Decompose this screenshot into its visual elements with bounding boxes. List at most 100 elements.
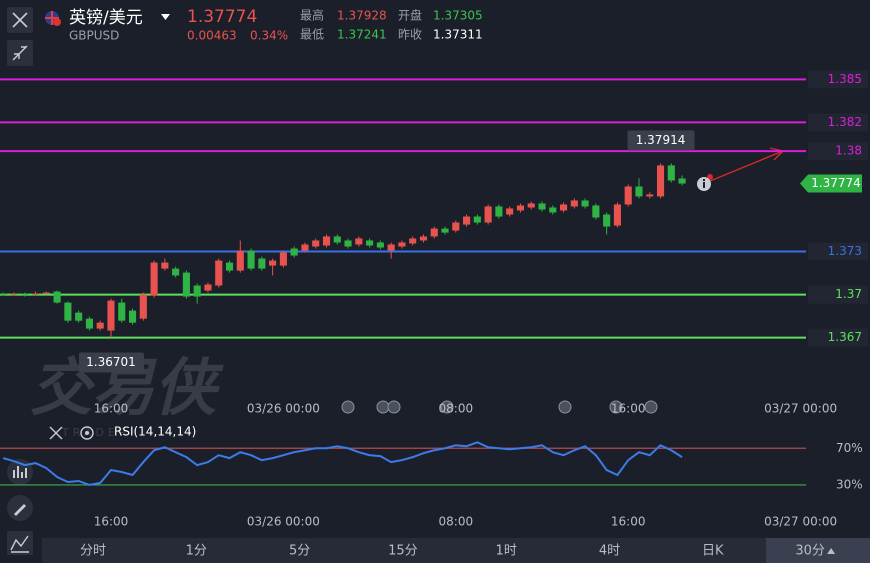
timeframe-tab[interactable]: 日K (702, 544, 724, 559)
stat-label: 最高 (300, 8, 324, 23)
max-label: 1.37914 (636, 133, 686, 147)
y-tick-label: 30% (836, 477, 863, 491)
candle-body (463, 216, 471, 225)
close-button[interactable] (7, 7, 33, 33)
timeframe-bar (42, 538, 870, 563)
indicator-title: RSI(14,14,14) (114, 425, 196, 439)
candle-body (549, 207, 557, 213)
candle-body (269, 260, 277, 266)
x-tick-label: 03/27 00:00 (764, 402, 837, 416)
timeframe-selected (766, 538, 870, 563)
arrow-anchor[interactable] (707, 174, 713, 180)
timeframe-tab[interactable]: 4时 (599, 544, 620, 559)
candle-body (193, 285, 201, 297)
pair-symbol: GBPUSD (69, 29, 119, 43)
candle-body (570, 200, 578, 207)
candle-body (430, 228, 438, 237)
candle-body (301, 244, 309, 251)
candle-body (366, 240, 374, 246)
candle-body (96, 322, 104, 329)
candle-body (312, 240, 320, 247)
timeframe-caret[interactable] (827, 548, 836, 554)
min-label-box (78, 352, 144, 373)
header-change: 0.00463 (187, 29, 237, 43)
candle-body (624, 186, 632, 205)
candle-body (258, 258, 266, 269)
timeframe-tab[interactable]: 15分 (388, 544, 418, 559)
pair-name[interactable]: 英镑/美元 (69, 8, 143, 28)
candle-body (387, 244, 395, 251)
candle-body (646, 194, 654, 197)
candle-body (225, 262, 234, 271)
candle-body (592, 205, 600, 218)
x-tick-label: 16:00 (611, 402, 646, 416)
candle-body (10, 293, 18, 295)
candle-body (506, 208, 514, 215)
x-tick-label: 03/26 00:00 (247, 402, 320, 416)
x-tick-label: 03/26 00:00 (247, 515, 320, 529)
candle-body (441, 228, 449, 233)
candle-body (75, 312, 83, 321)
stat-label: 昨收 (398, 28, 422, 42)
news-markers[interactable] (341, 400, 658, 414)
flag-icon (45, 11, 61, 26)
level-label: 1.373 (828, 244, 862, 258)
x-tick-label: 16:00 (94, 515, 129, 529)
chart-tool[interactable] (7, 531, 33, 555)
candle-body (42, 292, 50, 294)
candle-body (516, 205, 525, 211)
draw-tool[interactable] (7, 495, 33, 521)
timeframe-tab[interactable]: 分时 (80, 544, 106, 559)
candle-body (107, 300, 115, 331)
level-label: 1.367 (828, 330, 862, 344)
level-label-box (808, 285, 868, 304)
level-label: 1.382 (828, 115, 862, 129)
candle-body (204, 284, 212, 291)
candle-body (376, 242, 384, 248)
last-price-label: 1.37774 (811, 176, 861, 190)
candle-body (139, 294, 147, 319)
candle-body (32, 293, 40, 295)
level-label-box (808, 113, 868, 132)
candle-body (678, 178, 686, 184)
header-change-pct: 0.34% (250, 29, 288, 43)
candle-body (150, 262, 158, 296)
timeframe-tab[interactable]: 5分 (289, 544, 310, 559)
timeframe-tab[interactable]: 30分 (795, 544, 825, 559)
collapse-button[interactable] (7, 40, 33, 66)
watermark-sub: TRADER (61, 426, 131, 439)
rsi-line (2, 441, 683, 486)
level-label-box (808, 142, 868, 161)
candle-body (53, 291, 61, 303)
candle-body (538, 203, 546, 210)
x-tick-label: 08:00 (439, 402, 474, 416)
pair-dropdown[interactable] (161, 14, 170, 20)
timeframe-tab[interactable]: 1分 (186, 544, 207, 559)
candle-body (473, 216, 481, 223)
candle-body (279, 252, 287, 266)
level-label-box (808, 70, 868, 89)
candle-body (355, 238, 363, 245)
candle-body (247, 250, 255, 269)
level-label: 1.37 (835, 287, 862, 301)
stat-value: 1.37311 (433, 28, 483, 42)
candle-body (85, 318, 93, 329)
candle-body (452, 222, 460, 231)
x-tick-label: 16:00 (94, 402, 129, 416)
stat-label: 最低 (300, 28, 324, 42)
x-tick-label: 16:00 (611, 515, 646, 529)
candle-body (172, 268, 180, 276)
candle-body (128, 310, 137, 323)
candle-body (64, 302, 72, 321)
rsi-settings[interactable] (80, 426, 94, 440)
rsi-close[interactable] (49, 426, 63, 440)
info-icon[interactable] (697, 177, 711, 191)
candle-body (236, 250, 244, 271)
candle-body (409, 238, 417, 244)
timeframe-tab[interactable]: 1时 (496, 544, 517, 559)
candle-body (613, 204, 621, 226)
candle-body (21, 293, 29, 295)
